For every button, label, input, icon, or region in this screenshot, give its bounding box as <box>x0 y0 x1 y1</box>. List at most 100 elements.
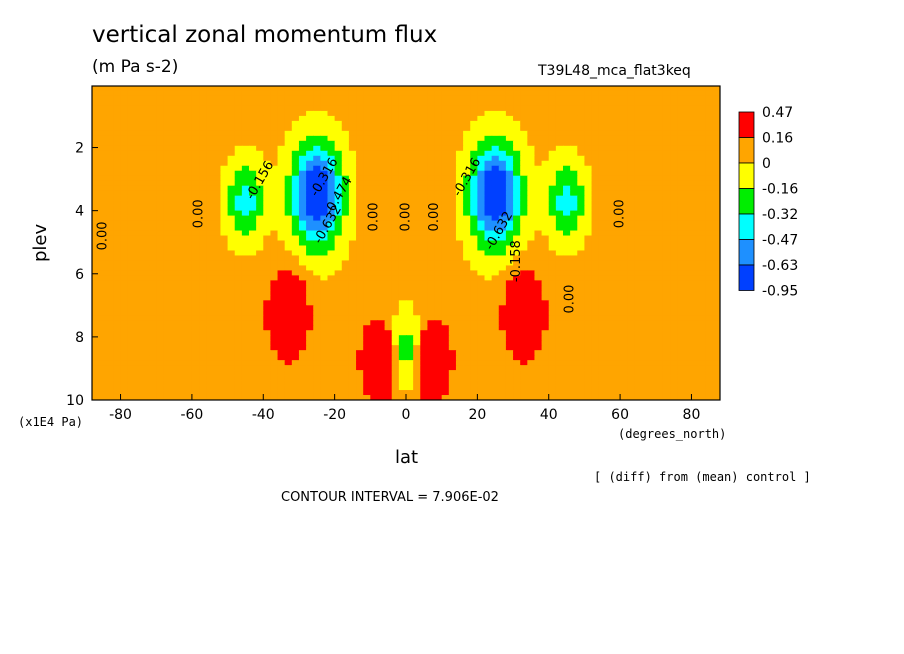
contour-cell <box>434 165 443 172</box>
contour-cell <box>177 240 186 247</box>
contour-cell <box>641 110 650 117</box>
contour-cell <box>298 130 307 137</box>
contour-cell <box>206 260 214 267</box>
contour-cell <box>491 165 500 172</box>
contour-cell <box>320 320 329 326</box>
contour-cell <box>177 160 186 167</box>
contour-cell <box>298 300 307 306</box>
contour-cell <box>241 315 250 321</box>
contour-cell <box>348 250 357 257</box>
contour-cell <box>705 185 714 192</box>
contour-cell <box>356 235 364 242</box>
contour-cell <box>213 215 222 222</box>
contour-cell <box>620 250 628 257</box>
contour-cell <box>477 145 486 152</box>
contour-cell <box>363 190 371 197</box>
contour-cell <box>177 155 186 162</box>
contour-cell <box>256 95 264 102</box>
contour-cell <box>434 110 443 117</box>
contour-cell <box>527 145 536 152</box>
contour-cell <box>563 305 571 311</box>
contour-cell <box>348 185 357 192</box>
contour-cell <box>413 140 421 147</box>
contour-cell <box>598 345 607 351</box>
contour-cell <box>491 160 500 167</box>
contour-cell <box>513 260 521 267</box>
contour-cell <box>470 175 478 182</box>
contour-cell <box>184 245 193 252</box>
contour-cell <box>306 320 314 326</box>
contour-cell <box>256 220 264 227</box>
contour-cell <box>455 350 464 356</box>
contour-cell <box>234 225 243 232</box>
contour-cell <box>648 165 657 172</box>
contour-cell <box>348 280 357 286</box>
contour-cell <box>313 360 321 366</box>
contour-cell <box>677 115 685 122</box>
contour-cell <box>563 115 571 122</box>
contour-cell <box>234 315 243 321</box>
contour-cell <box>598 355 607 361</box>
contour-cell <box>184 350 193 356</box>
contour-cell <box>284 205 293 212</box>
contour-cell <box>641 245 650 252</box>
contour-cell <box>99 305 107 311</box>
contour-cell <box>363 175 371 182</box>
contour-cell <box>263 200 272 207</box>
contour-cell <box>298 205 307 212</box>
contour-cell <box>477 210 486 217</box>
contour-cell <box>398 170 407 177</box>
contour-cell <box>427 260 436 267</box>
contour-cell <box>598 200 607 207</box>
contour-cell <box>348 325 357 331</box>
contour-cell <box>620 325 628 331</box>
contour-cell <box>334 190 343 197</box>
contour-cell <box>577 145 586 152</box>
contour-cell <box>705 86 714 92</box>
contour-cell <box>377 140 386 147</box>
contour-cell <box>420 220 429 227</box>
contour-cell <box>477 265 486 272</box>
contour-cell <box>648 210 657 217</box>
contour-cell <box>698 110 707 117</box>
contour-cell <box>92 250 100 257</box>
contour-cell <box>455 240 464 247</box>
contour-cell <box>191 340 200 346</box>
contour-cell <box>313 195 321 202</box>
contour-cell <box>134 325 143 331</box>
contour-cell <box>298 310 307 316</box>
contour-cell <box>398 100 407 107</box>
contour-cell <box>327 160 336 167</box>
contour-cell <box>263 290 272 296</box>
contour-cell <box>206 315 214 321</box>
contour-cell <box>206 250 214 257</box>
contour-cell <box>598 320 607 326</box>
contour-cell <box>534 205 543 212</box>
contour-cell <box>612 170 621 177</box>
contour-cell <box>577 140 586 147</box>
contour-cell <box>698 140 707 147</box>
contour-cell <box>698 290 707 296</box>
contour-cell <box>527 110 536 117</box>
contour-cell <box>199 185 207 192</box>
contour-cell <box>491 145 500 152</box>
contour-cell <box>270 170 279 177</box>
contour-cell <box>241 135 250 142</box>
contour-cell <box>498 265 507 272</box>
contour-cell <box>563 130 571 137</box>
contour-cell <box>670 105 678 112</box>
contour-cell <box>505 335 514 341</box>
contour-cell <box>448 195 457 202</box>
contour-cell <box>99 255 107 262</box>
contour-cell <box>612 95 621 102</box>
contour-cell <box>662 210 671 217</box>
contour-cell <box>127 195 136 202</box>
contour-cell <box>477 95 486 102</box>
contour-cell <box>184 165 193 172</box>
contour-cell <box>270 180 279 187</box>
contour-cell <box>384 95 393 102</box>
contour-cell <box>241 350 250 356</box>
contour-cell <box>441 325 450 331</box>
contour-cell <box>441 350 450 356</box>
contour-cell <box>705 235 714 242</box>
